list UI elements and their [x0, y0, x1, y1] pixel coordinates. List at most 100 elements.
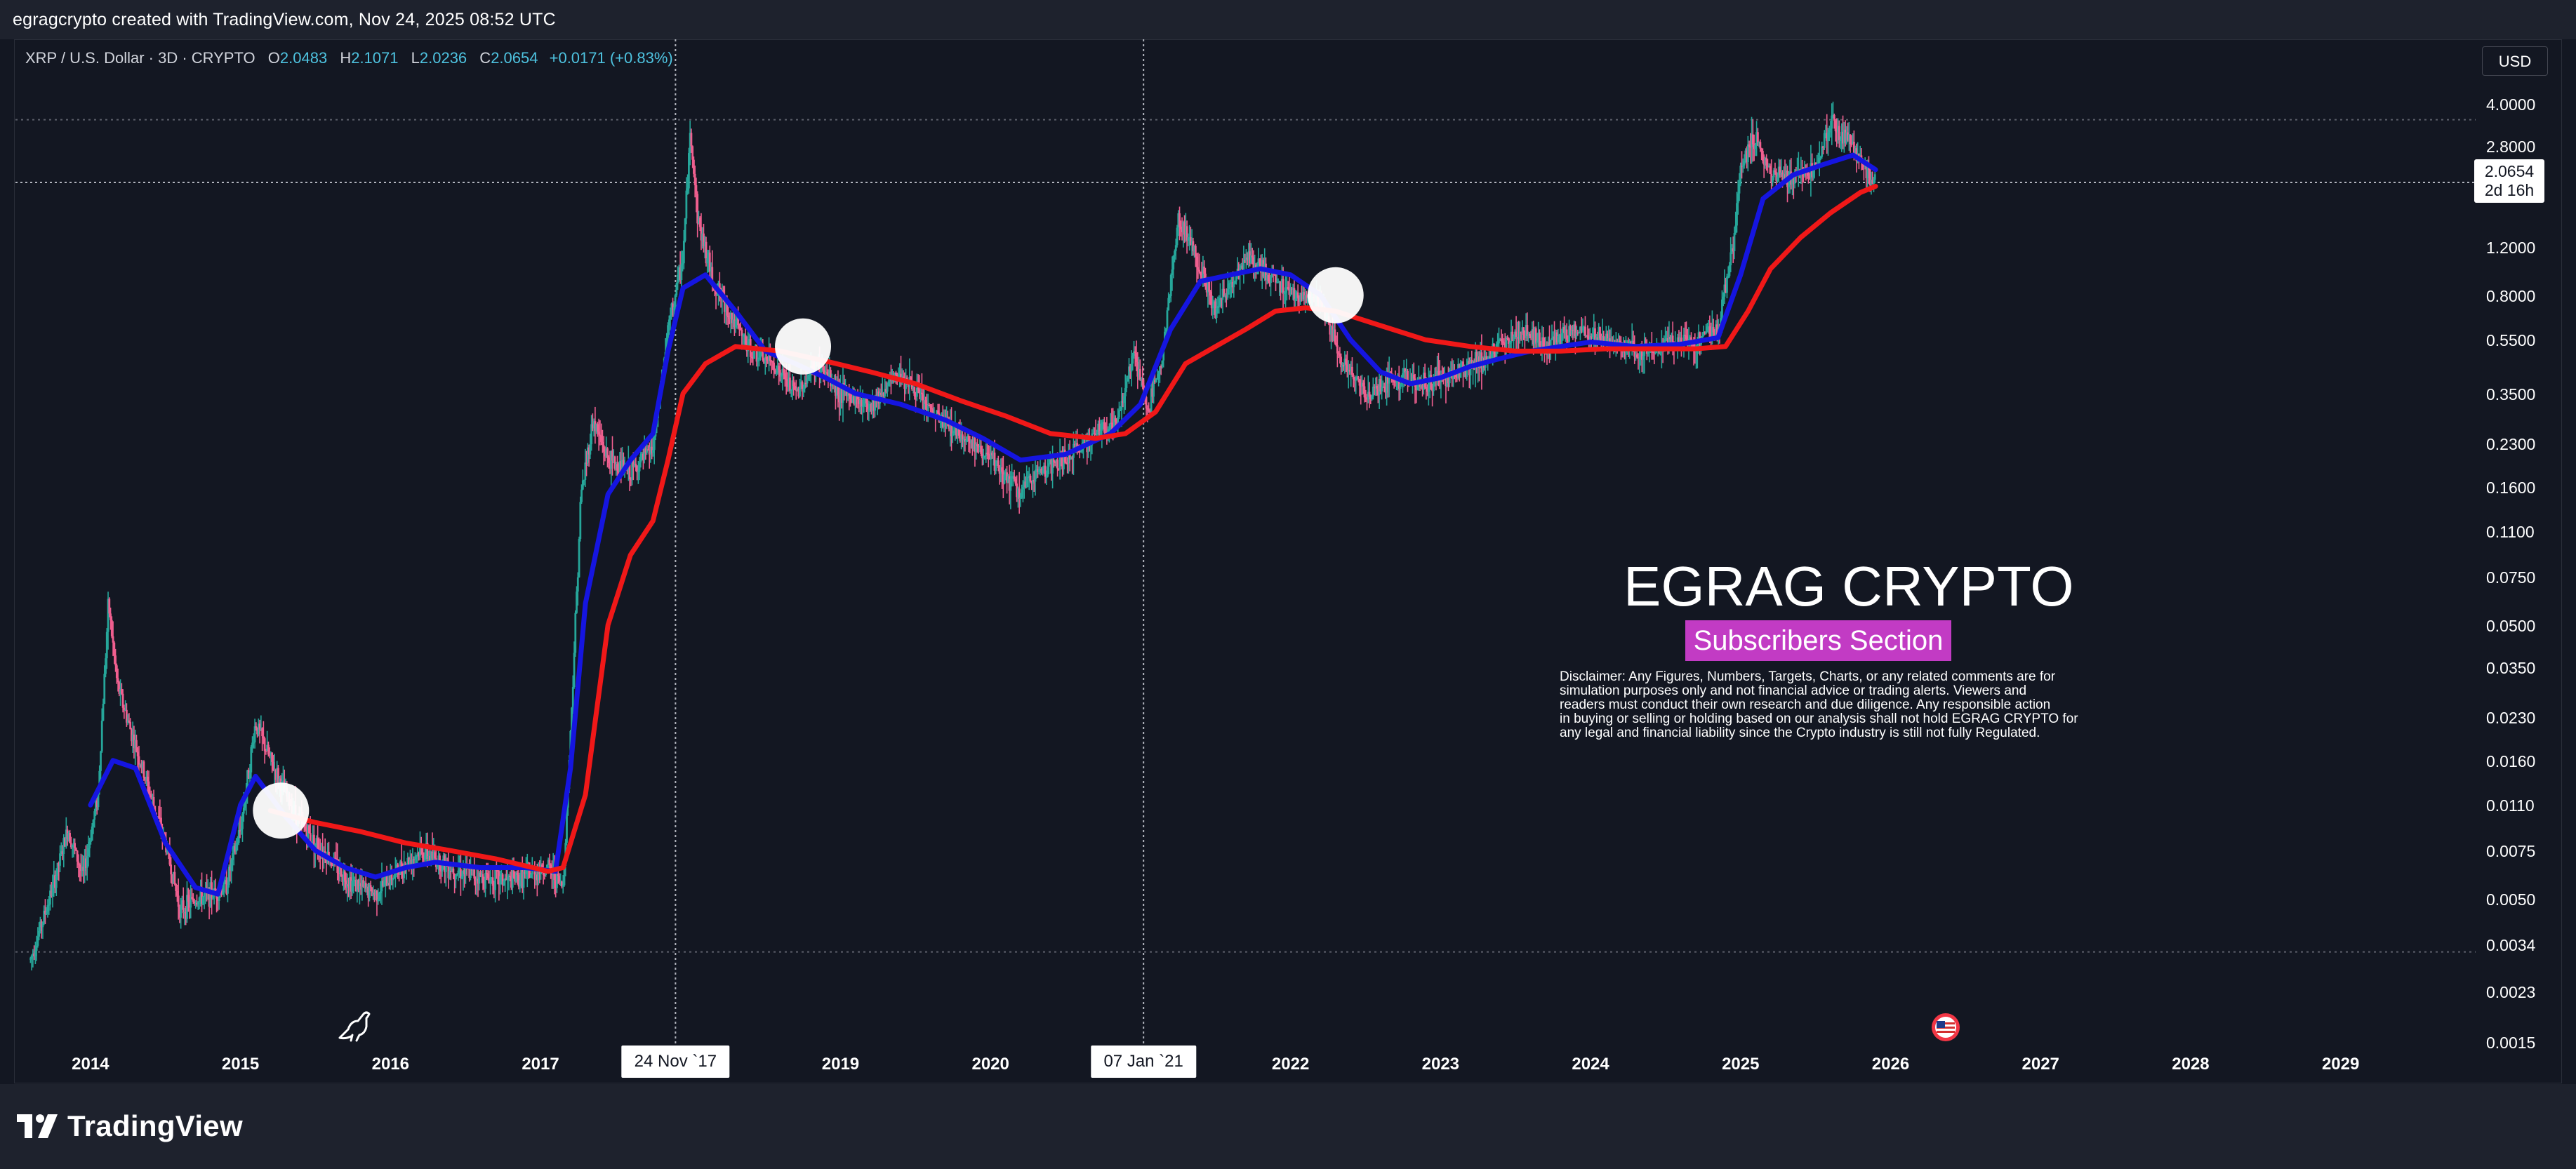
- candle-body: [1080, 451, 1082, 453]
- candle-body: [858, 399, 861, 404]
- candle-body: [361, 880, 364, 886]
- candle-body: [364, 883, 366, 887]
- candle-body: [1200, 275, 1203, 281]
- candle-body: [765, 356, 768, 360]
- candle-body: [449, 871, 452, 872]
- watermark-subtitle: Subscribers Section: [1685, 620, 1951, 661]
- candle-body: [1108, 428, 1110, 430]
- candle-body: [197, 902, 199, 905]
- candle-body: [1228, 283, 1230, 289]
- candle-body: [1560, 333, 1563, 347]
- candle-body: [488, 879, 491, 883]
- candle-body: [376, 890, 378, 902]
- candle-body: [257, 723, 260, 735]
- price-axis-tick-label: 0.0015: [2486, 1034, 2536, 1052]
- candle-body: [757, 359, 759, 362]
- candle-body: [102, 703, 105, 721]
- disclaimer-text: Disclaimer: Any Figures, Numbers, Target…: [1560, 670, 2114, 740]
- candle-body: [1647, 352, 1649, 354]
- candle-body: [201, 896, 204, 904]
- candle-body: [108, 599, 111, 614]
- candle-body: [256, 728, 258, 735]
- candle-body: [470, 868, 473, 871]
- candle-body: [1068, 454, 1071, 460]
- candle-body: [392, 879, 394, 881]
- candle-body: [1827, 132, 1829, 141]
- candle-body: [1045, 476, 1048, 478]
- tradingview-logo[interactable]: TradingView: [17, 1109, 243, 1144]
- candle-body: [1767, 166, 1770, 168]
- candle-body: [1838, 126, 1840, 140]
- candle-body: [353, 879, 356, 881]
- candle-body: [865, 396, 868, 403]
- candle-body: [133, 734, 135, 749]
- candle-body: [1266, 274, 1268, 281]
- candle-body: [898, 373, 901, 377]
- candle-body: [975, 444, 978, 453]
- candle-body: [578, 538, 580, 577]
- candle-body: [969, 441, 971, 443]
- candle-body: [563, 865, 566, 886]
- candle-body: [348, 877, 351, 887]
- candle-body: [140, 764, 142, 769]
- candle-body: [1268, 281, 1271, 283]
- candle-body: [305, 829, 308, 839]
- candle-body: [1511, 331, 1514, 341]
- candle-body: [1177, 213, 1180, 228]
- candle-body: [1635, 354, 1637, 357]
- candle-body: [887, 381, 890, 386]
- candle-body: [185, 911, 187, 919]
- candle-body: [1288, 289, 1291, 295]
- candle-body: [145, 776, 147, 780]
- candle-body: [229, 867, 232, 871]
- candle-body: [799, 387, 801, 397]
- candle-body: [444, 862, 447, 872]
- candle-body: [1835, 131, 1838, 133]
- candle-body: [710, 267, 712, 272]
- price-axis-tick-label: 0.0500: [2486, 616, 2536, 635]
- candle-body: [504, 878, 507, 881]
- candle-body: [237, 843, 239, 844]
- candle-body: [696, 194, 699, 224]
- candle-body: [1818, 157, 1821, 165]
- candle-body: [154, 806, 157, 813]
- candle-body: [987, 453, 990, 455]
- candle-body: [1767, 165, 1769, 168]
- candle-body: [389, 871, 392, 886]
- currency-button[interactable]: USD: [2482, 46, 2548, 76]
- candle-body: [1002, 472, 1004, 484]
- candle-body: [509, 876, 512, 877]
- candle-body: [1601, 335, 1604, 343]
- candle-body: [789, 378, 791, 391]
- dino-icon[interactable]: [336, 1006, 375, 1048]
- candle-body: [1301, 292, 1304, 300]
- candle-body: [1130, 363, 1133, 372]
- candle-body: [338, 864, 341, 874]
- candle-body: [307, 825, 310, 834]
- candle-body: [315, 838, 318, 844]
- disclaimer-line: simulation purposes only and not financi…: [1560, 683, 2027, 698]
- candle-body: [574, 613, 577, 653]
- current-price-tag: 2.0654 2d 16h: [2474, 159, 2544, 203]
- candle-body: [110, 620, 113, 636]
- candle-body: [1157, 374, 1160, 379]
- candle-body: [1289, 288, 1292, 295]
- candle-body: [665, 338, 668, 352]
- candle-body: [545, 871, 547, 875]
- candle-body: [711, 267, 714, 286]
- candle-body: [60, 851, 62, 854]
- candle-body: [842, 382, 844, 403]
- candle-body: [1696, 341, 1699, 349]
- candle-body: [369, 885, 372, 888]
- candle-body: [1868, 170, 1871, 185]
- us-flag-event-icon[interactable]: [1931, 1013, 1960, 1046]
- symbol-legend: XRP / U.S. Dollar · 3D · CRYPTO O2.0483 …: [25, 49, 673, 67]
- candle-body: [76, 850, 79, 862]
- chart-pane[interactable]: [14, 39, 2562, 1083]
- candle-body: [1840, 131, 1843, 140]
- candle-body: [919, 392, 922, 394]
- candle-body: [97, 787, 100, 808]
- candle-body: [1234, 281, 1236, 283]
- candle-body: [462, 870, 465, 876]
